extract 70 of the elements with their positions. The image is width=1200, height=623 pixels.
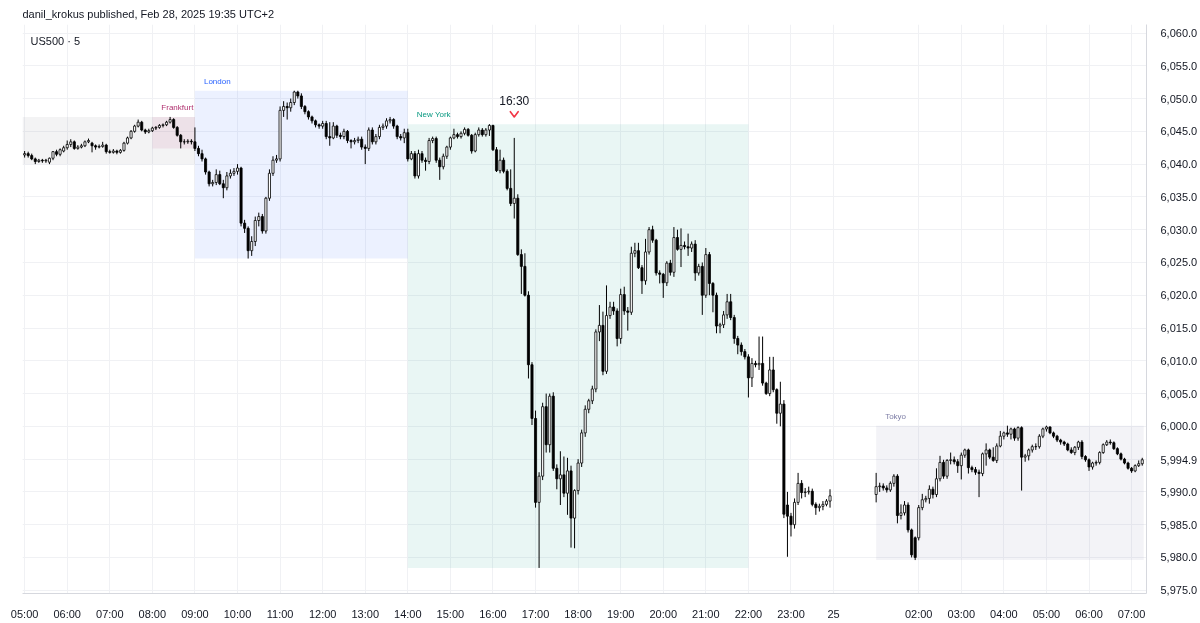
candlestick [90, 141, 94, 153]
candlestick [232, 167, 236, 177]
x-tick-label: 09:00 [181, 607, 209, 620]
y-tick-label: 6,005.0 [1160, 387, 1198, 400]
candlestick [828, 488, 832, 509]
candlestick [1080, 439, 1084, 460]
candlestick [566, 457, 569, 516]
x-tick-label: 06:00 [1075, 607, 1103, 620]
x-tick-label: 18:00 [564, 607, 592, 620]
y-tick-label: 6,035.0 [1160, 190, 1198, 203]
x-tick-label: 13:00 [351, 607, 379, 620]
candlestick [317, 122, 321, 130]
x-tick-label: 14:00 [394, 607, 422, 620]
x-tick-label: 02:00 [904, 607, 933, 620]
y-tick-label: 5,975.0 [1160, 584, 1198, 597]
y-tick-label: 6,040.0 [1160, 158, 1198, 171]
y-tick-label: 6,020.0 [1160, 289, 1198, 302]
x-tick-label: 03:00 [947, 607, 976, 620]
y-tick-label: 6,000.0 [1160, 420, 1198, 433]
x-tick-label: 10:00 [223, 607, 252, 620]
candlestick [498, 149, 502, 174]
candlestick [942, 459, 946, 480]
y-tick-label: 6,015.0 [1160, 322, 1198, 335]
x-tick-label: 16:00 [479, 607, 507, 620]
band-label: Tokyo [885, 411, 907, 421]
candlestick [679, 227, 683, 268]
x-tick-label: 19:00 [606, 607, 635, 620]
x-tick-label: 21:00 [692, 607, 720, 620]
x-tick-label: 07:00 [1117, 607, 1146, 620]
candlestick [416, 149, 420, 180]
x-tick-label: 05:00 [10, 607, 39, 620]
y-tick-label: 6,045.0 [1160, 125, 1198, 138]
text: US500 · 5 [30, 34, 81, 47]
y-tick-label: 6,055.0 [1160, 59, 1198, 72]
x-tick-label: 06:00 [53, 607, 81, 620]
candlestick [558, 450, 562, 506]
y-tick-label: 5,994.9 [1160, 453, 1198, 466]
band-label: New York [416, 110, 452, 120]
x-tick-label: 15:00 [436, 607, 465, 620]
candlestick [746, 353, 750, 398]
x-tick-label: 05:00 [1032, 607, 1061, 620]
candlestick [193, 126, 197, 152]
y-tick-label: 6,030.0 [1160, 223, 1198, 236]
candlestick [253, 216, 257, 247]
y-tick-label: 5,985.0 [1160, 518, 1198, 531]
y-tick-label: 6,025.0 [1160, 256, 1198, 269]
x-tick-label: 11:00 [266, 607, 294, 620]
x-tick-label: 07:00 [96, 607, 124, 620]
y-tick-label: 6,060.0 [1160, 27, 1198, 40]
candlestick [874, 472, 878, 503]
candlestick [161, 122, 165, 128]
text: danil_krokus published, Feb 28, 2025 19:35 UTC+2 [22, 7, 275, 20]
x-tick-label: 08:00 [138, 607, 167, 620]
band-label: London [203, 76, 231, 86]
x-tick-label: 12:00 [308, 607, 337, 620]
x-tick-label: 25 [827, 607, 840, 620]
x-tick-label: 04:00 [990, 607, 1018, 620]
x-tick-label: 23:00 [777, 607, 805, 620]
annotation: 16:30 [499, 93, 530, 108]
y-tick-label: 6,010.0 [1160, 354, 1198, 367]
x-tick-label: 22:00 [734, 607, 763, 620]
band-label: Frankfurt [161, 102, 195, 112]
candlestick [413, 150, 417, 180]
x-tick-label: 20:00 [649, 607, 678, 620]
candlestick [509, 168, 513, 207]
y-tick-label: 5,980.0 [1160, 551, 1198, 564]
y-tick-label: 6,050.0 [1160, 92, 1198, 105]
candlestick [768, 356, 772, 397]
x-tick-label: 17:00 [521, 607, 550, 620]
y-tick-label: 5,990.0 [1160, 485, 1198, 498]
